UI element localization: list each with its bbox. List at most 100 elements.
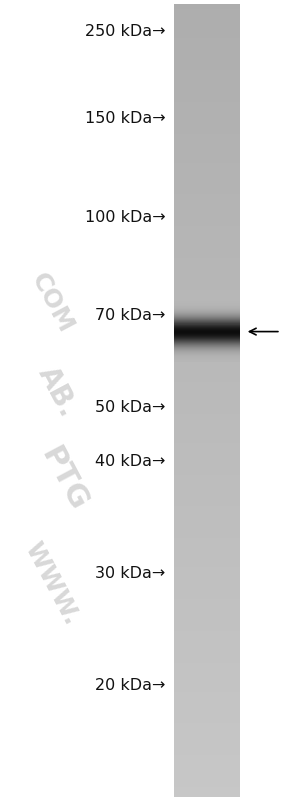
Bar (174, 65, 240, 67)
Bar (174, 33, 240, 36)
Bar (174, 117, 240, 121)
Bar (174, 515, 240, 517)
Bar (174, 89, 240, 91)
Bar (174, 292, 240, 295)
Bar (174, 763, 240, 765)
Bar (174, 250, 240, 252)
Bar (174, 456, 240, 459)
Bar (174, 52, 240, 54)
Bar (174, 252, 240, 255)
Bar (174, 351, 240, 353)
Bar (174, 205, 240, 208)
Bar (174, 372, 240, 374)
Bar (174, 131, 240, 133)
Bar (174, 411, 240, 414)
Bar (174, 149, 240, 152)
Bar (174, 612, 240, 615)
Text: 100 kDa→: 100 kDa→ (85, 210, 166, 225)
Bar (174, 670, 240, 673)
Bar (174, 46, 240, 49)
Bar (174, 694, 240, 697)
Bar (174, 741, 240, 745)
Bar (174, 377, 240, 380)
Bar (174, 178, 240, 181)
Bar (174, 125, 240, 129)
Bar (174, 305, 240, 308)
Bar (174, 22, 240, 25)
Bar (174, 527, 240, 531)
Bar (174, 565, 240, 567)
Bar (174, 208, 240, 210)
Bar (174, 382, 240, 385)
Bar (174, 681, 240, 684)
Bar (174, 573, 240, 575)
Bar (174, 97, 240, 99)
Bar (174, 599, 240, 602)
Bar (174, 303, 240, 305)
Bar (174, 284, 240, 287)
Bar (174, 781, 240, 784)
Bar (174, 507, 240, 509)
Bar (174, 289, 240, 292)
Bar (174, 737, 240, 739)
Bar (174, 234, 240, 237)
Bar (174, 319, 240, 321)
Bar (174, 406, 240, 408)
Text: 70 kDa→: 70 kDa→ (95, 308, 166, 323)
Bar (174, 557, 240, 559)
Bar (174, 715, 240, 718)
Bar (174, 692, 240, 694)
Bar (174, 517, 240, 519)
Bar (174, 403, 240, 406)
Bar (174, 610, 240, 612)
Bar (174, 499, 240, 501)
Bar (174, 501, 240, 504)
Bar (174, 260, 240, 263)
Bar (174, 408, 240, 411)
Bar (174, 496, 240, 499)
Bar (174, 271, 240, 274)
Bar (174, 105, 240, 107)
Bar (174, 57, 240, 60)
Bar (174, 602, 240, 604)
Bar (174, 28, 240, 30)
Bar (174, 723, 240, 726)
Bar (174, 99, 240, 101)
Bar (174, 710, 240, 713)
Bar (174, 144, 240, 147)
Bar (174, 295, 240, 297)
Bar (174, 266, 240, 268)
Bar (174, 49, 240, 52)
Text: 150 kDa→: 150 kDa→ (85, 111, 166, 125)
Bar (174, 634, 240, 636)
Bar (174, 356, 240, 359)
Bar (174, 101, 240, 105)
Bar (174, 731, 240, 734)
Bar (174, 462, 240, 464)
Bar (174, 274, 240, 276)
Bar (174, 316, 240, 319)
Bar (174, 107, 240, 109)
Bar (174, 385, 240, 388)
Bar (174, 589, 240, 591)
Bar (174, 300, 240, 303)
Bar (174, 221, 240, 224)
Bar (174, 668, 240, 670)
Bar (174, 244, 240, 248)
Bar (174, 186, 240, 189)
Bar (174, 448, 240, 451)
Bar (174, 662, 240, 665)
Bar (174, 237, 240, 240)
Bar (174, 443, 240, 446)
Bar (174, 414, 240, 416)
Bar (174, 454, 240, 456)
Bar (174, 642, 240, 644)
Bar (174, 769, 240, 771)
Bar (174, 784, 240, 787)
Text: 20 kDa→: 20 kDa→ (95, 678, 166, 693)
Bar (174, 718, 240, 721)
Bar (174, 773, 240, 777)
Bar (174, 594, 240, 596)
Bar (174, 485, 240, 488)
Bar (174, 268, 240, 271)
